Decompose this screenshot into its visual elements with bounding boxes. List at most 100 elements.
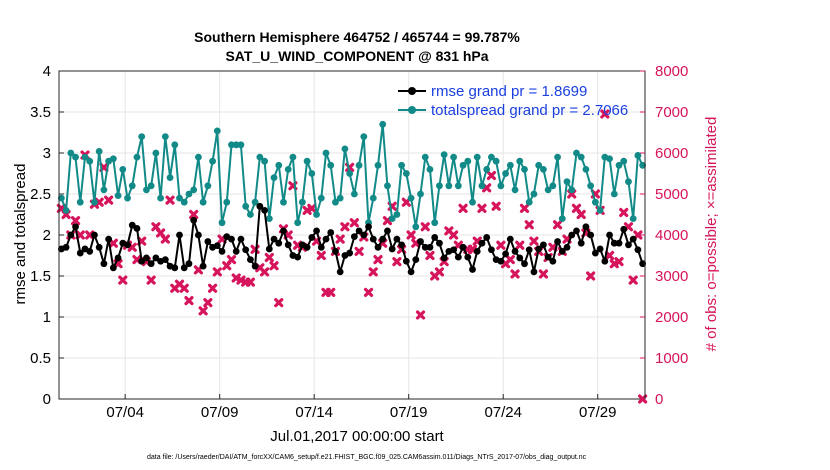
y-right-tick-label: 4000 [655,227,688,244]
totalspread-point [133,153,141,161]
assimilated-marker [226,255,237,265]
totalspread-point [322,149,330,157]
rmse-point [615,239,623,247]
assimilated-marker [165,195,175,205]
rmse-point [426,243,434,251]
totalspread-point [426,166,434,173]
totalspread-point [138,133,146,141]
totalspread-point [539,166,547,173]
totalspread-point [558,215,566,223]
legend-marker-totalspread [408,106,416,114]
rmse-point [601,257,609,265]
totalspread-point [374,161,382,169]
rmse-point [204,238,212,245]
totalspread-point [591,198,599,206]
totalspread-point [511,186,519,194]
totalspread-point [625,178,632,186]
rmse-point [185,260,193,268]
assimilated-marker [316,250,326,261]
totalspread-point [147,182,155,190]
assimilated-marker [189,209,199,220]
rmse-point [360,231,368,239]
rmse-point [459,243,467,251]
totalspread-point [639,161,647,169]
rmse-point [256,202,264,210]
totalspread-point [421,153,429,161]
rmse-point [270,235,278,243]
rmse-point [506,235,514,243]
totalspread-point [298,198,306,206]
totalspread-point [100,186,108,194]
totalspread-point [57,194,65,202]
rmse-point [620,225,628,233]
totalspread-point [459,161,467,169]
assimilated-marker [519,203,530,213]
totalspread-point [563,178,571,186]
chart-title: Southern Hemisphere 464752 / 465744 = 99… [194,29,520,45]
totalspread-point [497,182,505,190]
totalspread-point [629,215,637,223]
rmse-point [497,257,505,265]
rmse-point [242,246,250,254]
rmse-point [284,241,292,249]
assimilated-marker [245,277,255,287]
assimilated-marker [510,269,520,279]
rmse-point [369,235,377,243]
rmse-point [303,243,311,251]
totalspread-point [62,207,70,214]
assimilated-marker [524,220,534,230]
totalspread-point [384,182,391,190]
rmse-point [464,253,472,261]
rmse-point [421,243,429,251]
x-tick-label: 07/09 [201,404,239,421]
assimilated-marker [326,287,336,297]
totalspread-point [393,211,401,218]
y-tick-label: 2 [43,227,51,244]
y-right-tick-label: 0 [655,391,663,408]
totalspread-point [502,170,509,177]
totalspread-point [157,194,165,202]
x-tick-label: 07/29 [579,404,617,421]
assimilated-marker [425,250,435,261]
totalspread-point [388,215,396,223]
y-tick-label: 1 [43,309,51,326]
assimilated-marker [269,261,279,271]
rmse-point [573,227,580,235]
y-tick-label: 0.5 [30,350,51,367]
y-right-tick-label: 2000 [655,309,688,326]
totalspread-point [275,161,283,169]
rmse-point [398,241,406,249]
totalspread-point [317,194,325,202]
assimilated-marker [633,230,643,240]
totalspread-point [218,219,226,227]
totalspread-point [587,182,595,190]
totalspread-point [379,120,387,128]
totalspread-point [67,149,75,157]
totalspread-point [209,157,216,165]
assimilated-marker [515,240,525,250]
totalspread-point [530,190,538,198]
totalspread-point [119,166,127,173]
assimilated-marker [628,275,638,285]
rmse-point [275,239,283,247]
rmse-point [308,234,316,241]
x-tick-label: 07/04 [106,404,144,421]
totalspread-point [161,133,169,141]
rmse-point [587,231,595,239]
assimilated-marker [529,236,539,246]
assimilated-marker [307,203,317,213]
rmse-point [237,235,245,243]
y-axis-right-label: # of obs: o=possible; ×=assimilated [703,117,720,352]
assimilated-marker [552,220,563,230]
assimilated-marker [212,267,222,277]
totalspread-point [152,149,160,157]
totalspread-point [270,174,278,182]
assimilated-marker [576,209,586,220]
totalspread-point [265,215,273,223]
y-tick-label: 4 [43,63,51,80]
chart-subtitle: SAT_U_WIND_COMPONENT @ 831 hPa [225,48,488,64]
totalspread-point [483,166,491,173]
totalspread-point [308,170,316,177]
assimilated-marker [604,250,615,261]
totalspread-point [402,170,410,177]
